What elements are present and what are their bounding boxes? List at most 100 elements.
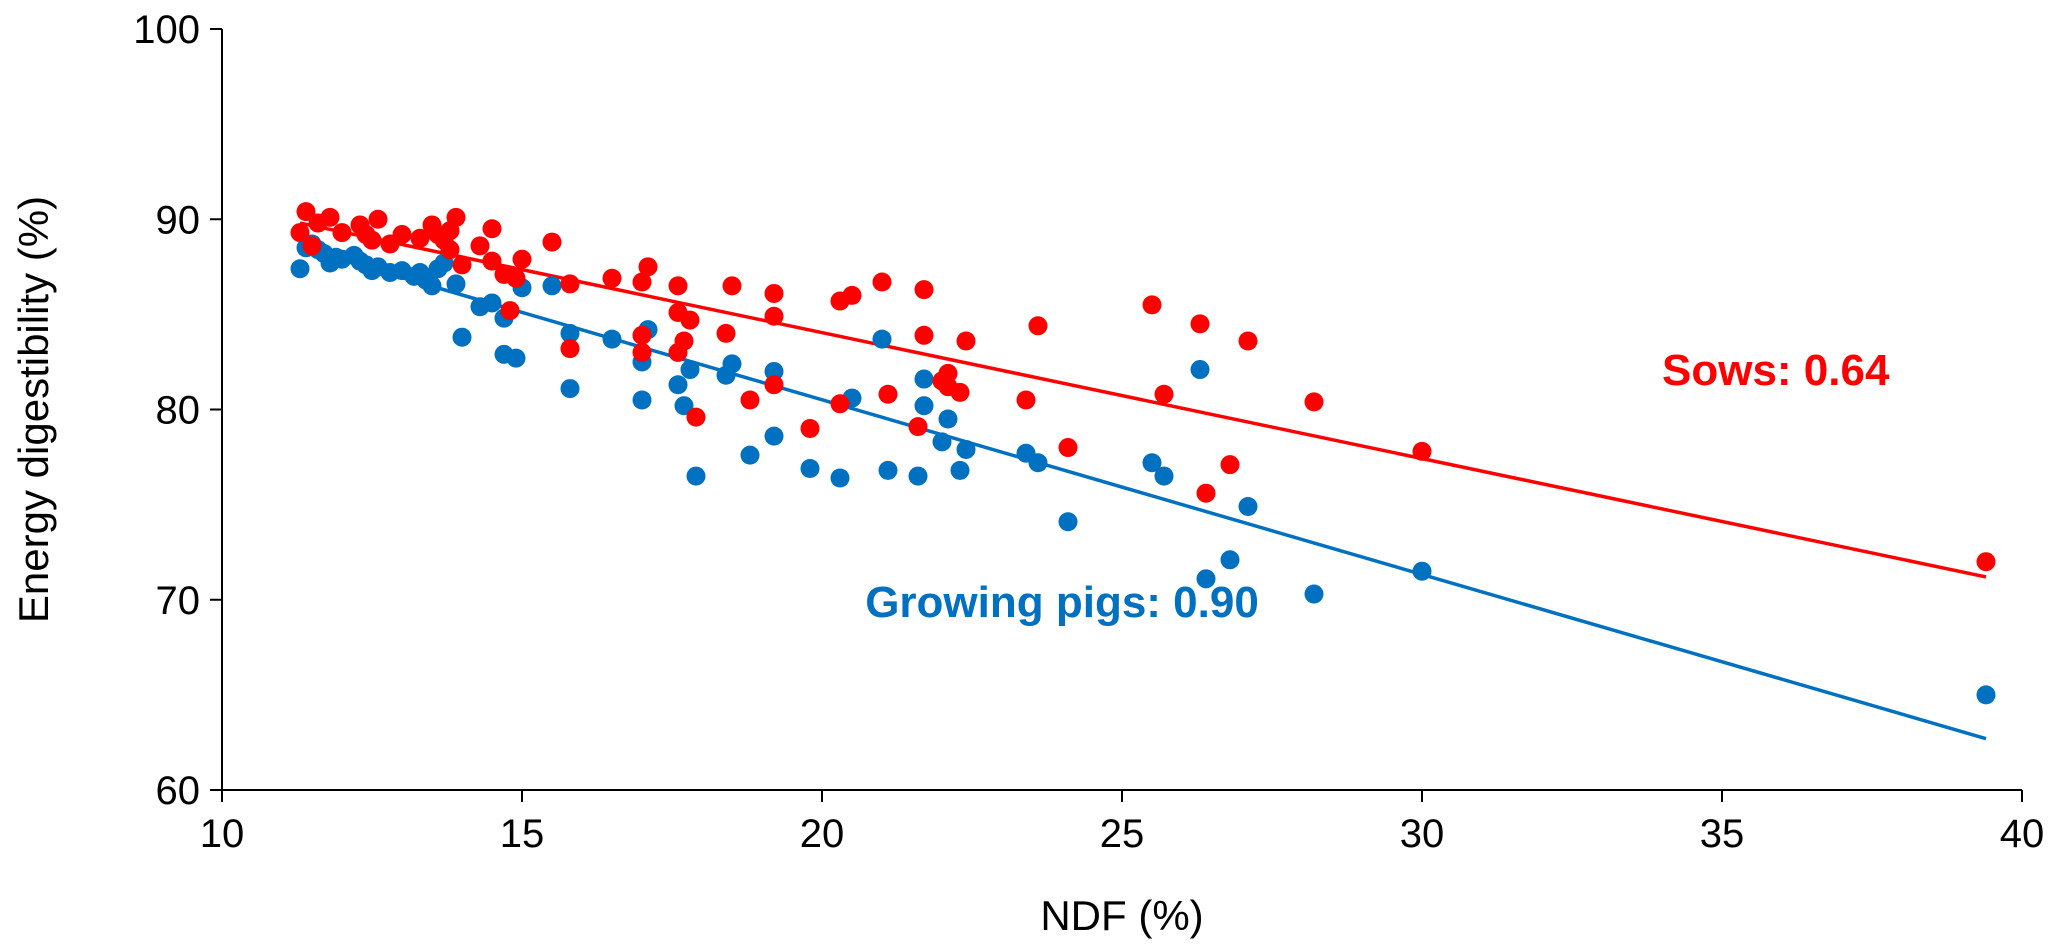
data-point-series-2 (1154, 384, 1174, 404)
data-point-series-2 (482, 219, 502, 239)
data-point-series-1 (422, 276, 442, 296)
data-point-series-1 (602, 329, 622, 349)
data-point-series-2 (632, 272, 652, 292)
data-point-series-1 (956, 439, 976, 459)
data-point-series-2 (914, 280, 934, 300)
data-point-series-1 (680, 360, 700, 380)
data-point-series-1 (800, 458, 820, 478)
data-point-series-2 (722, 276, 742, 296)
data-point-series-1 (1058, 512, 1078, 532)
y-tick-label: 60 (156, 769, 201, 813)
data-point-series-2 (680, 310, 700, 330)
data-point-series-2 (800, 419, 820, 439)
data-point-series-2 (956, 331, 976, 351)
data-point-series-1 (908, 466, 928, 486)
data-point-series-2 (512, 249, 532, 269)
data-point-series-2 (440, 240, 460, 260)
trendline-series-1 (299, 246, 1987, 741)
data-point-series-2 (1016, 390, 1036, 410)
data-point-series-2 (668, 276, 688, 296)
data-point-series-1 (482, 293, 502, 313)
data-point-series-2 (362, 230, 382, 250)
data-point-series-2 (638, 257, 658, 277)
data-point-series-1 (560, 323, 580, 343)
x-tick-label: 40 (2000, 812, 2045, 856)
x-axis-title: NDF (%) (1040, 892, 1203, 939)
x-axis-ticks: 10 15 20 25 30 35 40 (200, 790, 2045, 856)
data-point-series-1 (932, 432, 952, 452)
data-point-series-2 (878, 384, 898, 404)
data-point-series-2 (1304, 392, 1324, 412)
data-point-series-2 (1196, 483, 1216, 503)
trendline-series-2 (299, 221, 1987, 579)
data-point-series-1 (764, 361, 784, 381)
data-points (290, 202, 1996, 705)
data-point-series-2 (950, 382, 970, 402)
data-point-series-1 (1142, 453, 1162, 473)
data-point-series-1 (542, 276, 562, 296)
data-point-series-2 (632, 325, 652, 345)
data-point-series-1 (560, 379, 580, 399)
axes (221, 29, 2022, 791)
data-point-series-2 (332, 223, 352, 243)
data-point-series-2 (470, 236, 490, 256)
data-point-series-1 (1028, 453, 1048, 473)
data-point-series-2 (560, 339, 580, 359)
data-point-series-2 (602, 268, 622, 288)
data-point-series-1 (1190, 360, 1210, 380)
data-point-series-2 (1238, 331, 1258, 351)
data-point-series-1 (1238, 497, 1258, 517)
data-point-series-1 (1196, 569, 1216, 589)
data-point-series-2 (740, 390, 760, 410)
data-point-series-2 (1412, 441, 1432, 461)
data-point-series-2 (1028, 316, 1048, 336)
data-point-series-2 (914, 325, 934, 345)
annotations: Sows: 0.64 Growing pigs: 0.90 (865, 346, 1890, 627)
annotation-label: Growing pigs: 0.90 (865, 578, 1259, 627)
y-tick-label: 90 (156, 198, 201, 242)
data-point-series-1 (1220, 550, 1240, 570)
data-point-series-2 (1220, 455, 1240, 475)
data-point-series-2 (668, 342, 688, 362)
data-point-series-2 (320, 207, 340, 227)
data-point-series-2 (446, 207, 466, 227)
x-tick-label: 35 (1700, 812, 1745, 856)
data-point-series-2 (830, 394, 850, 414)
data-point-series-1 (722, 354, 742, 374)
data-point-series-1 (1976, 685, 1996, 705)
x-tick-label: 25 (1100, 812, 1145, 856)
data-point-series-1 (290, 259, 310, 279)
annotation-label: Sows: 0.64 (1662, 346, 1890, 395)
x-tick-label: 30 (1400, 812, 1445, 856)
data-point-series-2 (842, 285, 862, 305)
x-tick-label: 20 (800, 812, 845, 856)
data-point-series-2 (1190, 314, 1210, 334)
data-point-series-2 (506, 268, 526, 288)
data-point-series-2 (410, 228, 430, 248)
data-point-series-2 (872, 272, 892, 292)
data-point-series-2 (452, 255, 472, 275)
data-point-series-1 (1304, 584, 1324, 604)
x-tick-label: 10 (200, 812, 245, 856)
data-point-series-1 (740, 445, 760, 465)
data-point-series-2 (938, 363, 958, 383)
data-point-series-2 (764, 375, 784, 395)
y-axis-ticks: 60 70 80 90 100 (133, 8, 222, 813)
y-tick-label: 70 (156, 579, 201, 623)
trendlines (299, 221, 1987, 741)
data-point-series-2 (368, 209, 388, 229)
data-point-series-1 (914, 396, 934, 416)
data-point-series-1 (668, 375, 688, 395)
y-tick-label: 100 (133, 8, 200, 52)
data-point-series-1 (686, 466, 706, 486)
y-axis-title: Energy digestibility (%) (10, 196, 57, 623)
data-point-series-2 (716, 323, 736, 343)
data-point-series-1 (1154, 466, 1174, 486)
data-point-series-1 (674, 396, 694, 416)
data-point-series-1 (764, 426, 784, 446)
data-point-series-2 (482, 251, 502, 271)
data-point-series-2 (500, 301, 520, 321)
y-tick-label: 80 (156, 389, 201, 433)
data-point-series-2 (542, 232, 562, 252)
